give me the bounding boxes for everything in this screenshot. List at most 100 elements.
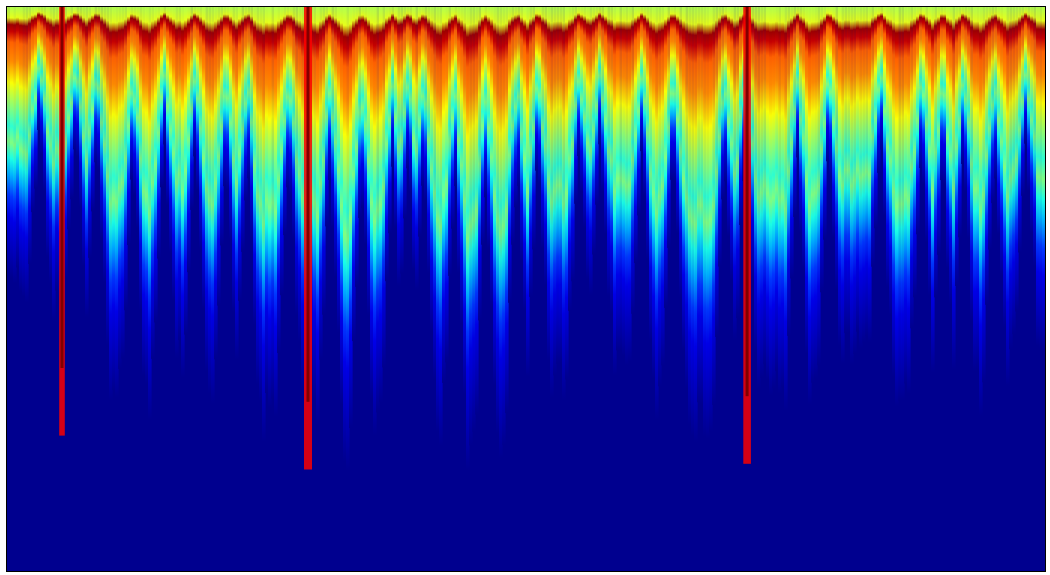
spectrogram-column — [766, 7, 770, 380]
spectrogram-column — [319, 7, 323, 360]
spectrogram-column — [565, 7, 569, 380]
spectrogram-column — [328, 7, 332, 180]
spectrogram-column — [370, 7, 374, 399]
spectrogram-column — [877, 7, 881, 173]
spectrogram-column — [70, 7, 74, 200]
spectrogram-column — [115, 7, 119, 398]
spectrogram-column — [967, 7, 971, 239]
spectrogram-column — [637, 7, 641, 216]
spectrogram-column — [46, 7, 50, 257]
spectrogram-column — [391, 7, 395, 167]
spectrogram-column — [229, 7, 233, 240]
spectrogram-column — [379, 7, 383, 403]
spectrogram-column — [901, 7, 905, 401]
spectrogram-column — [1039, 7, 1043, 349]
spectrogram-column — [7, 7, 11, 276]
spectrogram-column — [424, 7, 428, 202]
spectrogram-column — [682, 7, 686, 351]
spectrogram-column — [598, 7, 602, 145]
spectrogram-column — [178, 7, 182, 341]
spectrogram-column — [454, 7, 458, 187]
spectrogram-column — [751, 7, 755, 281]
spectrogram-column — [25, 7, 29, 303]
spectrogram-column — [697, 7, 701, 403]
spectrogram-column — [490, 7, 494, 308]
spectrogram-column — [499, 7, 503, 459]
spectrogram-column — [736, 7, 740, 319]
spectrogram-column — [487, 7, 491, 249]
spectrogram-column — [805, 7, 809, 354]
spectrogram-column — [202, 7, 206, 310]
spectrogram-column — [436, 7, 440, 432]
spectrogram-column — [1030, 7, 1034, 234]
spectrogram-column — [259, 7, 263, 402]
spectrogram-column — [775, 7, 779, 372]
spectrogram-column — [169, 7, 173, 253]
spectrogram-column — [133, 7, 137, 196]
spectrogram-column — [298, 7, 302, 342]
spectrogram-column — [595, 7, 599, 205]
spectrogram-column — [193, 7, 197, 157]
spectrogram-column — [721, 7, 725, 200]
spectrogram-column — [49, 7, 53, 283]
spectrogram-column — [853, 7, 857, 354]
spectrogram-column — [385, 7, 389, 282]
spectrogram-column — [274, 7, 278, 417]
spectrogram-column — [112, 7, 116, 391]
spectrogram-column — [889, 7, 893, 316]
spectrogram-column — [1033, 7, 1037, 267]
spectrogram-column — [322, 7, 326, 315]
spectrogram-column — [226, 7, 230, 190]
spectrogram-column — [931, 7, 935, 373]
spectrogram-column — [892, 7, 896, 377]
spectrogram-column — [577, 7, 581, 156]
spectrogram-column — [964, 7, 968, 192]
spectrogram-column — [538, 7, 542, 185]
spectrogram-column — [679, 7, 683, 298]
spectrogram-column — [79, 7, 83, 208]
spectrogram-column — [511, 7, 515, 245]
spectrogram-column — [271, 7, 275, 399]
spectrogram-column — [469, 7, 473, 446]
spectrogram-column — [382, 7, 386, 368]
spectrogram-column — [157, 7, 161, 259]
spectrogram-column — [874, 7, 878, 229]
spectrogram-column — [421, 7, 425, 186]
spectrogram-column — [922, 7, 926, 185]
spectrogram-column — [943, 7, 947, 185]
spectrogram-column — [1012, 7, 1016, 335]
spectrogram-column — [769, 7, 773, 396]
spectrogram-column — [739, 7, 743, 225]
spectrogram-column — [505, 7, 509, 413]
spectrogram-column — [154, 7, 158, 323]
spectrogram-column — [709, 7, 713, 432]
spectrogram-column — [301, 7, 305, 390]
spectrogram-column — [844, 7, 848, 334]
spectrogram-column — [568, 7, 572, 311]
spectrogram-column — [778, 7, 782, 394]
spectrogram-column — [661, 7, 665, 366]
spectrogram-column — [397, 7, 401, 287]
spectrogram-column — [703, 7, 707, 437]
spectrogram-column — [1024, 7, 1028, 144]
spectrogram-column — [127, 7, 131, 245]
spectrogram-column — [619, 7, 623, 351]
spectrogram-column — [991, 7, 995, 204]
spectrogram-column — [409, 7, 413, 192]
spectrogram-column — [634, 7, 638, 264]
spectrogram-column — [214, 7, 218, 360]
spectrogram-column — [883, 7, 887, 216]
spectrogram-column — [130, 7, 134, 180]
spectrogram-column — [937, 7, 941, 255]
spectrogram-column — [337, 7, 341, 333]
spectrogram-column — [949, 7, 953, 305]
spectrogram-column — [652, 7, 656, 379]
spectrogram-column — [16, 7, 20, 268]
spectrogram-column — [763, 7, 767, 365]
spectrogram-column — [67, 7, 71, 230]
spectrogram-column — [535, 7, 539, 171]
spectrogram-column — [793, 7, 797, 217]
spectrogram-column — [478, 7, 482, 321]
spectrogram-column — [100, 7, 104, 239]
spectrogram-column — [187, 7, 191, 273]
